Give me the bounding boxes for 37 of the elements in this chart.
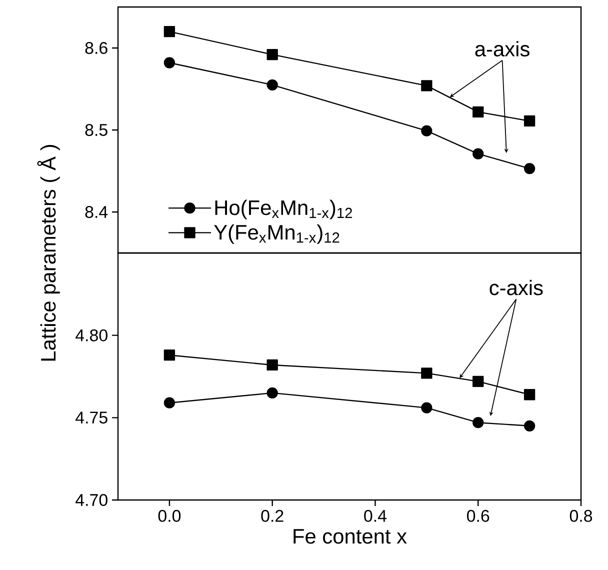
- point: [524, 420, 536, 432]
- x-tick-label: 0.6: [467, 510, 490, 522]
- y-tick-label: 8.6: [85, 42, 108, 54]
- legend-label: Ho(Fe$_{x}$Mn$_{1-x}$)$_{12}$: [215, 200, 352, 220]
- y-tick-label: 8.5: [85, 124, 108, 136]
- x-tick-label: 0.0: [158, 510, 181, 522]
- x-tick-label: 0.4: [364, 510, 386, 522]
- point: [421, 402, 432, 414]
- point: [524, 115, 536, 127]
- point: [472, 148, 484, 160]
- x-axis-title: Fe content x: [294, 529, 407, 544]
- point: [164, 26, 176, 38]
- x-tick-label: 0.2: [261, 510, 284, 522]
- point: [472, 417, 484, 428]
- x-tick-label: 0.8: [570, 510, 592, 522]
- y-tick-label: 4.80: [76, 329, 108, 342]
- point: [164, 397, 176, 408]
- annotation: a-axis: [475, 41, 530, 56]
- point: [164, 57, 176, 68]
- annotation: c-axis: [490, 280, 543, 296]
- y-axis-title: Lattice parameters ( Å ): [37, 145, 60, 361]
- point: [472, 106, 484, 118]
- point: [421, 368, 432, 379]
- point: [421, 125, 432, 136]
- y-tick-label: 4.75: [76, 412, 108, 424]
- point: [266, 359, 278, 371]
- point: [266, 79, 278, 90]
- point: [266, 48, 278, 60]
- point: [421, 80, 432, 92]
- y-tick-label: 4.70: [76, 494, 108, 506]
- point: [266, 387, 278, 399]
- point: [472, 376, 484, 388]
- point: [164, 350, 176, 361]
- point: [524, 389, 536, 400]
- legend-label: Y(Fe$_{x}$Mn$_{1-x}$)$_{12}$: [214, 224, 340, 244]
- y-tick-label: 8.4: [85, 206, 108, 218]
- point: [524, 162, 536, 174]
